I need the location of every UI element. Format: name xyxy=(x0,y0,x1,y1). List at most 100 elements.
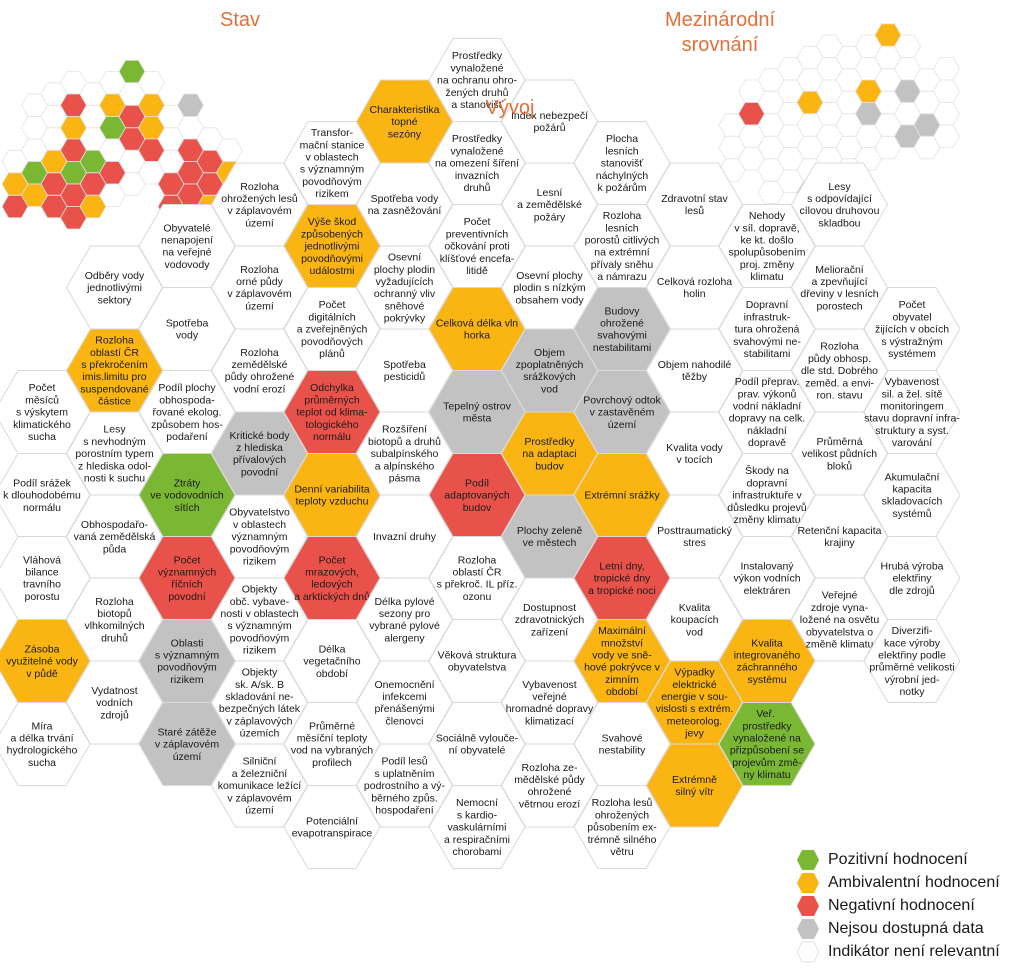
hex-label: Počet mrazových, ledových a arktických dnů xyxy=(294,554,370,603)
indicator-hex: Kritické body z hlediska přívalových povodn… xyxy=(210,411,309,496)
hex-label: Výše škod způsobených jednotlivými povodňov… xyxy=(301,216,363,277)
hex-label: Rozloha půdy obhosp. dle std. Dobrého zeměd… xyxy=(801,341,878,402)
legend-item-not-relevant: Indikátor není relevantní xyxy=(796,940,1022,963)
vyvoj-hex-grid: Počet měsíců s výskytem klimatického sucha Po… xyxy=(0,38,961,869)
indicator-hex: Veřejné zdroje vyna-ložené na osvětu obyva… xyxy=(790,577,889,662)
hex-label: Odchylka průměrných teplot od klima-tologi… xyxy=(296,382,368,443)
hex-label: Objem nahodilé těžby xyxy=(658,359,732,383)
indicator-hex: Podíl srážek k dlouhodobému normálu xyxy=(0,453,91,537)
legend-swatch-orange xyxy=(797,872,819,893)
indicator-hex: Zásoba využitelné vody v půdě xyxy=(0,619,91,703)
hex-label: Veř. prostředky vynaložené na přizpůsobení… xyxy=(730,708,804,781)
indicator-hex: Počet preventivních očkování proti klíšťové… xyxy=(428,204,526,288)
hex-label: Kritické body z hlediska přívalových povodn… xyxy=(229,430,290,479)
mezinarodni-mini-map xyxy=(718,23,960,205)
hex-label: Rozšíření biotopů a druhů subalpínského a a… xyxy=(368,424,441,485)
hex-label: Denní variabilita teploty vzduchu xyxy=(294,484,369,508)
hex-label: Vydatnost vodních zdrojů xyxy=(91,685,137,721)
hex-label: Dostupnost zdravotnických zařízení xyxy=(515,602,585,638)
hex-label: Letní dny, tropické dny a tropické noci xyxy=(588,560,656,596)
title-mezinarodni-line2: srovnání xyxy=(681,34,759,56)
legend: Pozitivní hodnocení Ambivalentní hodnoce… xyxy=(796,848,1022,963)
indicator-hex: Počet významných říčních povodní xyxy=(138,536,236,620)
legend-item-negative: Negativní hodnocení xyxy=(796,894,1022,917)
hex-label: Meliorační a zpevňující dřeviny v lesních p… xyxy=(800,264,878,313)
hex-label: Prostředky na adaptaci budov xyxy=(522,436,576,472)
hex-label: Rozloha lesů ohrožených působením ex-trémn… xyxy=(587,797,657,858)
hex-label: Obyvatelé nenapojení na veřejné vodovody xyxy=(161,222,213,271)
indicator-hex: Průměrná velikost půdních bloků xyxy=(790,411,889,496)
legend-label: Ambivalentní hodnocení xyxy=(828,873,1000,891)
hex-label: Počet digitálních a zveřejněných povodňovýc… xyxy=(297,299,368,360)
indicator-hex: Veř. prostředky vynaložené na přizpůsobení… xyxy=(718,702,816,786)
hex-label: Retenční kapacita krajiny xyxy=(797,525,881,549)
hex-label: Nehody v síl. dopravě, ke kt. došlo spolupů… xyxy=(728,210,805,283)
hex-label: Vláhová bilance travního porostu xyxy=(23,554,61,603)
hex-label: Osevní plochy plodin vyžadujících ochranný … xyxy=(374,252,436,325)
indicator-hex: Škody na dopravní infrastruktuře v důsledku… xyxy=(718,453,816,537)
indicator-hex: Objem nahodilé těžby xyxy=(645,328,744,413)
indicator-hex: Rozloha půdy obhosp. dle std. Dobrého zeměd… xyxy=(790,328,889,413)
hex-label: Vybavenost sil. a žel. sítě monitoringem st… xyxy=(864,376,960,449)
indicator-hex: Celková délka vln horka xyxy=(428,287,526,371)
hex-label: Kvalita integrovaného záchranného systému xyxy=(734,637,801,686)
indicator-hex: Výše škod způsobených jednotlivými povodňov… xyxy=(283,204,381,288)
hex-label: Invazní druhy xyxy=(373,531,437,543)
indicator-hex: Rozloha oblastí ČR s překroč. IL příz. ozon… xyxy=(428,536,526,620)
hex-label: Průměrné měsíční teploty vod na vybraných p… xyxy=(291,720,373,769)
legend-item-ambivalent: Ambivalentní hodnocení xyxy=(796,871,1022,894)
hex-label: Povrchový odtok v zastavěném území xyxy=(583,394,661,430)
mezinarodni-mini-hex xyxy=(933,124,960,148)
legend-label: Pozitivní hodnocení xyxy=(828,850,968,868)
hex-label: Škody na dopravní infrastruktuře v důsledku… xyxy=(727,464,807,526)
hex-label: Ztráty ve vodovodních sítích xyxy=(150,477,224,513)
hex-label: Obhospodařo-vaná zemědělská půda xyxy=(74,519,156,555)
indicator-hex: Plocha lesních stanovišť náchylných k požárů… xyxy=(573,121,671,205)
indicator-hex: Osevní plochy plodin s nízkým obsahem vody xyxy=(500,245,599,330)
title-stav: Stav xyxy=(219,9,261,31)
indicator-hex: Diverzifi-kace výroby elektřiny podle prům… xyxy=(863,619,961,703)
hex-label: Podíl přeprav. prav. výkonů vodní nákladní… xyxy=(729,376,805,449)
indicator-hex: Spotřeba pesticidů xyxy=(355,328,454,413)
hex-label: Objem zpoplatněných srážkových vod xyxy=(516,347,584,396)
indicator-hex: Prostředky vynaložené na ochranu ohro-žený… xyxy=(428,38,526,122)
indicator-hex: Rozloha ze-mědělské půdy ohrožené větrnou … xyxy=(500,743,599,828)
hex-label: Počet významných říčních povodní xyxy=(158,554,217,603)
indicator-hex: Potenciální evapotranspirace xyxy=(283,785,381,869)
indicator-hex: Rozloha lesů ohrožených působením ex-trémn… xyxy=(573,785,671,869)
hex-label: Onemocnění infekcemi přenášenými členovci xyxy=(374,679,434,728)
indicator-hex: Instalovaný výkon vodních elektráren xyxy=(718,536,816,620)
indicator-hex: Staré zátěže v záplavovém území xyxy=(138,702,236,786)
hex-label: Rozloha biotopů vlhkomilných druhů xyxy=(84,596,144,645)
hex-label: Transfor-mační stanice v oblastech s význa… xyxy=(300,127,365,200)
hex-label: Rozloha ze-mědělské půdy ohrožené větrnou … xyxy=(514,762,585,811)
hex-label: Tepelný ostrov města xyxy=(443,401,511,425)
indicator-hex: Počet mrazových, ledových a arktických dnů xyxy=(283,536,381,620)
hex-label: Podíl plochy obhospoda-řované ekolog. způs… xyxy=(151,382,223,443)
hex-label: Potenciální evapotranspirace xyxy=(292,816,373,840)
indicator-hex: Posttraumatický stres xyxy=(645,494,744,579)
hex-label: Dopravní infrastruk-tura ohrožená svahovým… xyxy=(733,299,801,360)
indicator-hex: Kvalita vody v tocích xyxy=(645,411,744,496)
title-vyvoj: Vývoj xyxy=(485,97,535,119)
hex-label: Plochy zeleně ve městech xyxy=(517,525,583,549)
indicator-hex: Vybavenost veřejné hromadné dopravy klimati… xyxy=(500,660,599,745)
hex-label: Výpadky elektrické energie v sou-vislosti … xyxy=(656,667,734,740)
indicator-hex: Vybavenost sil. a žel. sítě monitoringem st… xyxy=(863,370,961,454)
legend-label: Negativní hodnocení xyxy=(828,896,975,914)
hex-label: Počet měsíců s výskytem klimatického sucha xyxy=(13,382,71,443)
indicator-hex: Počet měsíců s výskytem klimatického sucha xyxy=(0,370,91,454)
hex-label: Podíl srážek k dlouhodobému normálu xyxy=(3,477,81,513)
legend-label: Indikátor není relevantní xyxy=(828,942,1000,960)
hex-label: Vybavenost veřejné hromadné dopravy klimati… xyxy=(506,679,594,728)
indicator-hex: Onemocnění infekcemi přenášenými členovci xyxy=(355,660,454,745)
indicator-hex: Odběry vody jednotlivými sektory xyxy=(65,245,164,330)
hex-label: Prostředky vynaložené na ochranu ohro-žený… xyxy=(437,50,517,111)
indicator-hex: Obyvatelstvo v oblastech významným povodňov… xyxy=(210,494,309,579)
hex-label: Lesní a zemědělské požáry xyxy=(517,187,582,223)
hex-label: Spotřeba vody na zasněžování xyxy=(368,193,442,217)
indicator-hex: Obhospodařo-vaná zemědělská půda xyxy=(65,494,164,579)
hex-cell xyxy=(863,619,961,703)
hex-label: Počet obyvatel žijících v obcích s výstražn… xyxy=(875,299,949,360)
